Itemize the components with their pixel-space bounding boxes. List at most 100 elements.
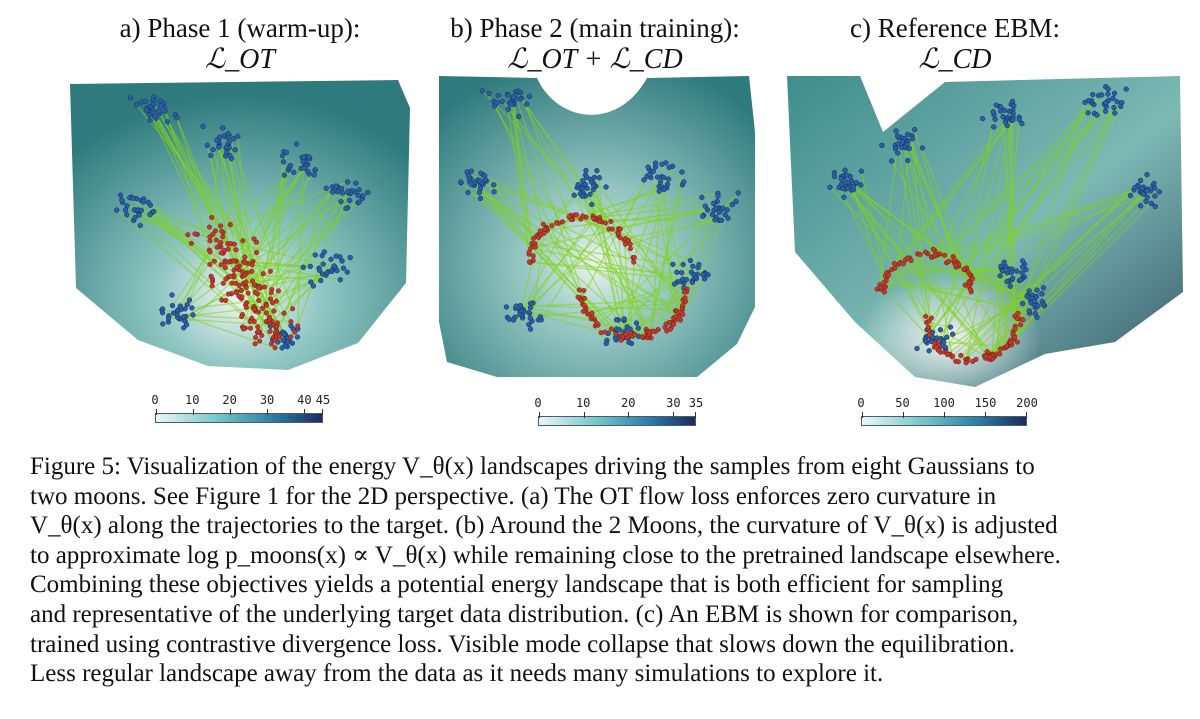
- target-point: [277, 334, 283, 340]
- target-point: [212, 228, 218, 234]
- panel-a-trajectories: [116, 103, 364, 349]
- source-point: [513, 303, 519, 309]
- source-point: [482, 173, 488, 179]
- source-point: [181, 325, 187, 331]
- source-point: [136, 212, 142, 218]
- panel-a-colorbar-ticks: 0 10 20 30 40 45: [151, 393, 330, 407]
- source-point: [641, 177, 647, 183]
- source-point: [142, 98, 148, 105]
- source-point: [633, 320, 640, 326]
- target-point: [263, 310, 269, 316]
- target-point: [963, 360, 969, 366]
- source-point: [1148, 200, 1155, 207]
- panel-c-points: [827, 84, 1162, 366]
- source-point: [1105, 86, 1111, 92]
- target-point: [252, 341, 258, 347]
- source-point: [580, 185, 586, 192]
- target-point: [578, 216, 584, 222]
- source-point: [679, 270, 685, 276]
- source-point: [1024, 293, 1030, 299]
- source-point: [699, 194, 705, 201]
- target-point: [608, 218, 614, 224]
- source-point: [647, 171, 653, 178]
- source-point: [1110, 95, 1116, 102]
- target-point: [923, 313, 929, 319]
- source-point: [722, 211, 728, 218]
- source-point: [1000, 114, 1006, 120]
- source-point: [356, 199, 362, 205]
- source-point: [465, 172, 472, 179]
- colorbar-tick-label: 100: [933, 396, 955, 410]
- target-point: [209, 214, 215, 220]
- target-point: [271, 308, 277, 314]
- target-point: [222, 265, 228, 271]
- source-point: [147, 211, 153, 218]
- target-point: [891, 260, 897, 266]
- source-point: [491, 189, 497, 195]
- source-point: [495, 92, 501, 99]
- source-point: [458, 179, 464, 185]
- target-point: [932, 252, 938, 258]
- source-point: [1019, 258, 1026, 264]
- source-point: [914, 345, 920, 352]
- source-point: [661, 186, 667, 193]
- source-point: [718, 217, 725, 223]
- target-point: [208, 273, 214, 279]
- source-point: [301, 154, 307, 160]
- target-point: [273, 323, 279, 329]
- target-point: [917, 251, 923, 257]
- source-point: [911, 126, 918, 133]
- target-point: [973, 356, 979, 362]
- colorbar-tick-mark: [944, 412, 945, 418]
- source-point: [307, 263, 313, 269]
- source-point: [151, 113, 158, 120]
- source-point: [944, 334, 950, 340]
- source-point: [947, 324, 954, 330]
- source-point: [664, 181, 671, 187]
- source-point: [225, 130, 231, 137]
- target-point: [1012, 334, 1018, 340]
- target-point: [243, 279, 249, 285]
- source-point: [216, 144, 222, 150]
- target-point: [574, 212, 580, 218]
- source-point: [316, 267, 323, 274]
- source-point: [333, 183, 339, 189]
- source-point: [1017, 277, 1024, 283]
- source-point: [657, 179, 664, 185]
- source-point: [1035, 303, 1041, 309]
- source-point: [942, 344, 948, 350]
- source-point: [838, 181, 845, 187]
- colorbar-tick-label: 0: [534, 396, 542, 410]
- source-point: [226, 139, 232, 145]
- source-point: [220, 125, 226, 131]
- source-point: [1004, 278, 1010, 285]
- source-point: [291, 169, 297, 175]
- source-point: [508, 101, 514, 107]
- source-point: [157, 98, 163, 104]
- source-point: [671, 281, 678, 287]
- target-point: [188, 240, 194, 246]
- source-point: [893, 128, 899, 134]
- source-point: [1140, 191, 1146, 197]
- target-point: [206, 224, 212, 230]
- source-point: [1119, 100, 1125, 106]
- target-point: [251, 306, 257, 312]
- colorbar-tick-label: 35: [688, 396, 704, 410]
- source-point: [479, 88, 485, 94]
- source-point: [360, 193, 366, 199]
- colorbar-tick-mark: [862, 412, 863, 418]
- source-point: [603, 184, 609, 190]
- target-point: [267, 296, 273, 302]
- source-point: [468, 181, 474, 187]
- colorbar-tick-label: 20: [620, 396, 636, 410]
- source-point: [635, 325, 641, 331]
- source-point: [476, 189, 483, 196]
- target-point: [257, 338, 263, 344]
- source-point: [130, 195, 136, 201]
- colorbar-tick-mark: [672, 412, 674, 418]
- source-point: [338, 185, 345, 192]
- source-point: [1026, 308, 1032, 314]
- source-point: [169, 302, 176, 309]
- panel-c-landscape: [787, 76, 1183, 392]
- source-point: [689, 279, 695, 286]
